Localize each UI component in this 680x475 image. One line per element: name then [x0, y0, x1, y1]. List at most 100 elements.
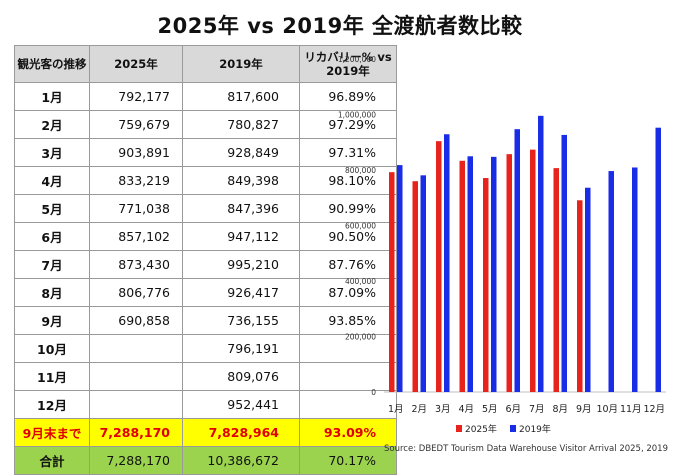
y-tick-label: 400,000: [345, 277, 376, 286]
month-cell: 12月: [14, 390, 90, 419]
y-tick-label: 1,000,000: [338, 111, 376, 120]
subtotal-pct: 93.09%: [299, 418, 397, 447]
header-month: 観光客の推移: [14, 45, 90, 83]
bar-2025年-2月: [412, 181, 418, 392]
value-2025-cell: 833,219: [89, 166, 183, 195]
value-2025-cell: [89, 334, 183, 363]
recovery-pct-cell: 97.29%: [299, 110, 397, 139]
month-cell: 1月: [14, 82, 90, 111]
header-2025: 2025年: [89, 45, 183, 83]
value-2019-cell: 947,112: [182, 222, 300, 251]
recovery-pct-cell: 96.89%: [299, 82, 397, 111]
table-row: 5月 771,038 847,396 90.99%: [14, 194, 397, 223]
bar-2019年-1月: [397, 165, 403, 392]
x-tick-label: 12月: [643, 404, 665, 415]
legend-label: 2025年: [465, 423, 497, 435]
recovery-pct-cell: 98.10%: [299, 166, 397, 195]
x-tick-label: 6月: [505, 404, 521, 415]
month-cell: 4月: [14, 166, 90, 195]
legend-swatch-2019年: [510, 425, 516, 432]
bar-2025年-9月: [577, 200, 583, 392]
table-row: 10月 796,191: [14, 334, 397, 363]
value-2019-cell: 995,210: [182, 250, 300, 279]
total-2019: 10,386,672: [182, 446, 300, 475]
x-tick-label: 9月: [576, 404, 592, 415]
value-2019-cell: 817,600: [182, 82, 300, 111]
total-row: 合計 7,288,170 10,386,672 70.17%: [14, 446, 397, 475]
source-note: Source: DBEDT Tourism Data Warehouse Vis…: [384, 444, 668, 454]
recovery-pct-cell: 87.76%: [299, 250, 397, 279]
table-row: 11月 809,076: [14, 362, 397, 391]
value-2019-cell: 847,396: [182, 194, 300, 223]
page-title: 2025年 vs 2019年 全渡航者数比較: [157, 14, 523, 38]
x-tick-label: 3月: [435, 404, 451, 415]
bar-2025年-1月: [389, 172, 395, 392]
value-2019-cell: 780,827: [182, 110, 300, 139]
value-2019-cell: 926,417: [182, 278, 300, 307]
header-recovery: リカバリー% vs 2019年: [299, 45, 397, 83]
bar-2019年-2月: [420, 175, 426, 392]
recovery-pct-cell: 93.85%: [299, 306, 397, 335]
value-2019-cell: 952,441: [182, 390, 300, 419]
x-tick-label: 7月: [529, 404, 545, 415]
bar-2019年-3月: [444, 134, 450, 393]
y-tick-label: 200,000: [345, 333, 376, 342]
bar-2019年-12月: [655, 127, 661, 392]
month-cell: 5月: [14, 194, 90, 223]
table-row: 9月 690,858 736,155 93.85%: [14, 306, 397, 335]
x-tick-label: 1月: [388, 404, 404, 415]
value-2019-cell: 849,398: [182, 166, 300, 195]
value-2019-cell: 796,191: [182, 334, 300, 363]
table-row: 3月 903,891 928,849 97.31%: [14, 138, 397, 167]
x-tick-label: 2月: [411, 404, 427, 415]
bar-2019年-9月: [585, 187, 591, 392]
bar-2025年-6月: [506, 154, 512, 392]
bar-2019年-11月: [632, 167, 638, 392]
value-2019-cell: 928,849: [182, 138, 300, 167]
value-2025-cell: [89, 390, 183, 419]
subtotal-2025: 7,288,170: [89, 418, 183, 447]
table-header-row: 観光客の推移 2025年 2019年 リカバリー% vs 2019年: [14, 45, 397, 83]
value-2019-cell: 809,076: [182, 362, 300, 391]
table-row: 7月 873,430 995,210 87.76%: [14, 250, 397, 279]
x-tick-label: 10月: [596, 404, 618, 415]
value-2025-cell: 873,430: [89, 250, 183, 279]
month-cell: 10月: [14, 334, 90, 363]
bar-2019年-6月: [514, 129, 520, 392]
month-cell: 2月: [14, 110, 90, 139]
visitor-table: 観光客の推移 2025年 2019年 リカバリー% vs 2019年 1月 792…: [14, 45, 397, 475]
value-2025-cell: 903,891: [89, 138, 183, 167]
value-2025-cell: 759,679: [89, 110, 183, 139]
value-2025-cell: 690,858: [89, 306, 183, 335]
value-2025-cell: [89, 362, 183, 391]
month-cell: 7月: [14, 250, 90, 279]
legend-swatch-2025年: [456, 425, 462, 432]
x-tick-label: 11月: [620, 404, 642, 415]
bar-2025年-4月: [459, 160, 465, 392]
x-tick-label: 4月: [458, 404, 474, 415]
y-tick-label: 1,200,000: [338, 55, 376, 64]
month-cell: 8月: [14, 278, 90, 307]
subtotal-label: 9月末まで: [14, 418, 90, 447]
month-cell: 11月: [14, 362, 90, 391]
month-cell: 9月: [14, 306, 90, 335]
month-cell: 3月: [14, 138, 90, 167]
value-2019-cell: 736,155: [182, 306, 300, 335]
bar-2025年-3月: [436, 141, 442, 392]
bar-2019年-5月: [491, 156, 497, 392]
subtotal-2019: 7,828,964: [182, 418, 300, 447]
value-2025-cell: 792,177: [89, 82, 183, 111]
total-2025: 7,288,170: [89, 446, 183, 475]
total-label: 合計: [14, 446, 90, 475]
x-tick-label: 8月: [552, 404, 568, 415]
recovery-pct-cell: [299, 362, 397, 391]
x-tick-label: 5月: [482, 404, 498, 415]
month-cell: 6月: [14, 222, 90, 251]
bar-chart: 0 200,000 400,000 600,000 800,000 1,000,000 1,…: [338, 55, 666, 435]
bar-2019年-7月: [538, 115, 544, 392]
value-2025-cell: 806,776: [89, 278, 183, 307]
total-pct: 70.17%: [299, 446, 397, 475]
bar-2025年-7月: [530, 149, 536, 392]
table-row: 6月 857,102 947,112 90.50%: [14, 222, 397, 251]
y-tick-label: 600,000: [345, 222, 376, 231]
